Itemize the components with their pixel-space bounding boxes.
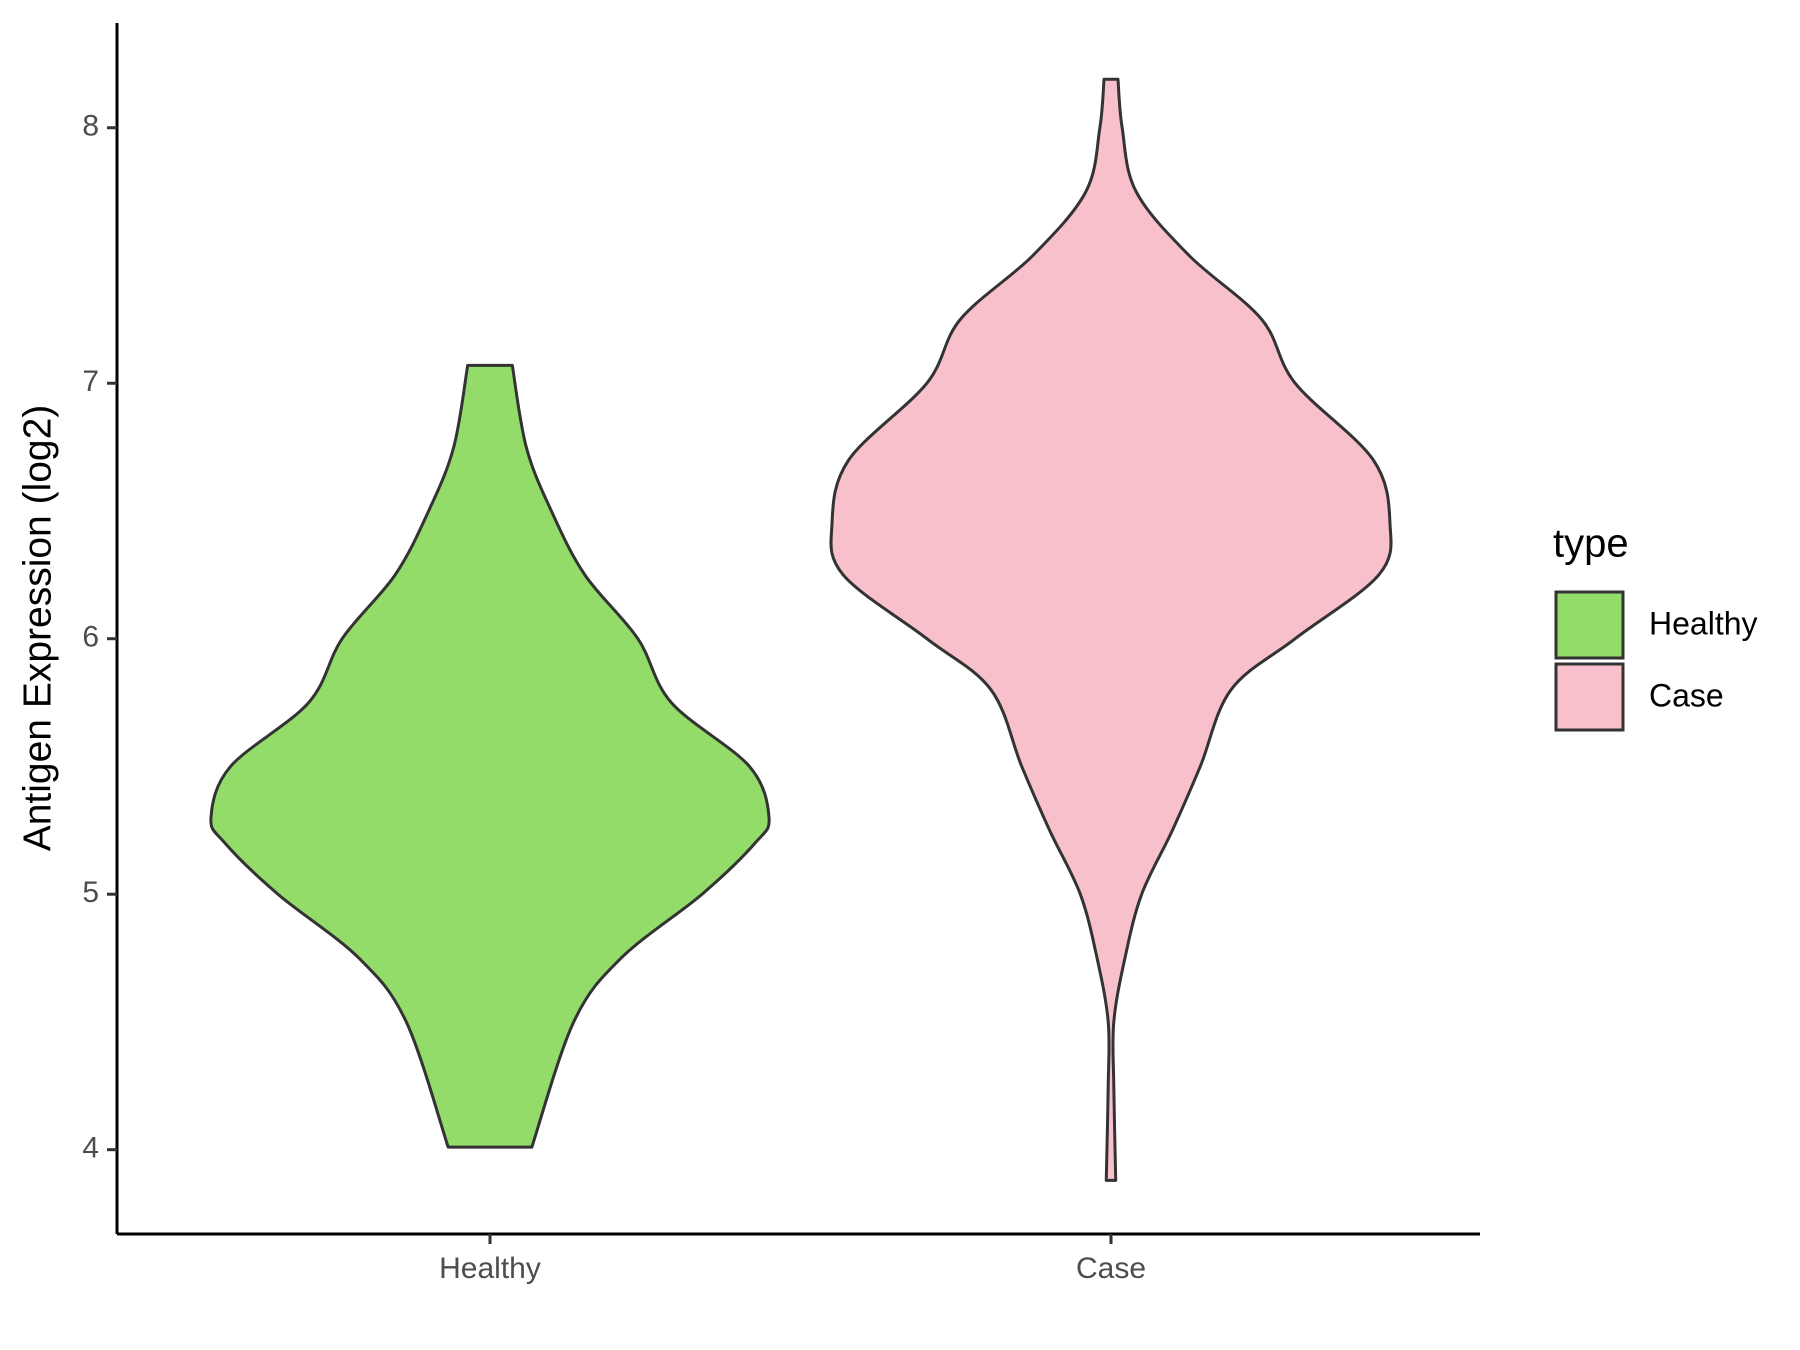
legend-title: type <box>1553 522 1629 566</box>
y-axis-label: Antigen Expression (log2) <box>16 405 59 852</box>
y-tick-label: 7 <box>82 365 99 398</box>
y-tick-label: 8 <box>82 110 99 143</box>
x-tick-label: Healthy <box>439 1252 541 1285</box>
violin <box>209 363 771 1149</box>
legend-label: Case <box>1649 677 1724 713</box>
legend-key <box>1554 662 1625 732</box>
y-tick-label: 4 <box>82 1132 99 1165</box>
legend-key <box>1554 590 1625 660</box>
x-tick-label: Case <box>1076 1252 1146 1285</box>
violin <box>829 77 1393 1182</box>
legend-label: Healthy <box>1649 605 1758 641</box>
y-tick-label: 5 <box>82 876 99 909</box>
y-tick-label: 6 <box>82 621 99 654</box>
